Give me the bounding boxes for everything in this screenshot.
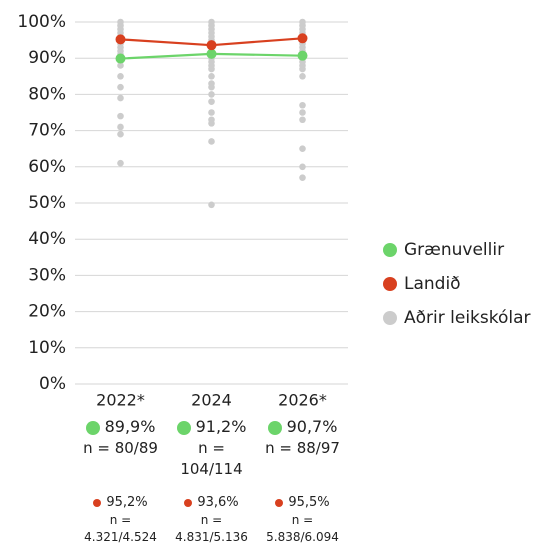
scatter-point bbox=[208, 138, 215, 145]
y-tick-label: 10% bbox=[28, 338, 66, 358]
value-block: 90,7% n = 88/97 bbox=[257, 416, 349, 459]
legend-marker bbox=[383, 311, 397, 325]
scatter-point bbox=[299, 101, 306, 109]
value-block: 91,2% n = 104/114 bbox=[166, 416, 258, 480]
y-tick-label: 100% bbox=[17, 12, 66, 32]
y-tick-label: 70% bbox=[28, 121, 66, 141]
scatter-point bbox=[299, 73, 306, 80]
line-marker bbox=[115, 53, 126, 64]
y-tick-label: 30% bbox=[28, 265, 66, 285]
y-tick-label: 90% bbox=[28, 48, 66, 68]
value-dot bbox=[267, 420, 282, 435]
y-tick-label: 50% bbox=[28, 193, 66, 213]
value-block: 95,5% n = 5.838/6.094 bbox=[257, 494, 349, 546]
value-block: 93,6% n = 4.831/5.136 bbox=[166, 494, 258, 546]
scatter-point bbox=[299, 65, 306, 73]
sample-size: n = 80/89 bbox=[83, 439, 158, 458]
sample-size: n = 88/97 bbox=[265, 439, 340, 458]
line-marker bbox=[115, 34, 126, 45]
value-line: 91,2% bbox=[166, 416, 258, 438]
value-dot bbox=[275, 498, 284, 507]
scatter-point bbox=[208, 65, 215, 73]
legend-marker bbox=[383, 277, 397, 291]
line-marker bbox=[297, 50, 308, 61]
value-line: 93,6% bbox=[166, 494, 258, 512]
scatter-point bbox=[299, 145, 306, 152]
x-tick-label: 2024 bbox=[191, 391, 232, 410]
value-line: 90,7% bbox=[257, 416, 349, 438]
x-tick-label: 2022* bbox=[96, 391, 145, 410]
value-block: 89,9% n = 80/89 bbox=[75, 416, 167, 459]
scatter-point bbox=[117, 112, 124, 120]
legend-label: Grænuvellir bbox=[404, 240, 504, 260]
scatter-point bbox=[299, 163, 306, 171]
value-line: 95,2% bbox=[75, 494, 167, 512]
sample-size: n = 5.838/6.094 bbox=[266, 513, 339, 544]
value-line: 95,5% bbox=[257, 494, 349, 512]
scatter-point bbox=[208, 98, 215, 105]
line-marker bbox=[206, 40, 217, 51]
scatter-point bbox=[117, 159, 124, 167]
x-tick-label: 2026* bbox=[278, 391, 327, 410]
y-tick-label: 40% bbox=[28, 229, 66, 249]
scatter-point bbox=[117, 73, 124, 80]
scatter-point bbox=[208, 201, 215, 209]
scatter-point bbox=[117, 94, 124, 102]
scatter-point bbox=[208, 120, 215, 127]
scatter-point bbox=[208, 83, 215, 91]
value-dot bbox=[176, 420, 191, 435]
value-dot bbox=[85, 420, 100, 435]
line-marker bbox=[297, 33, 308, 44]
value-label: 93,6% bbox=[197, 495, 239, 510]
value-dot bbox=[93, 498, 102, 507]
sample-size: n = 4.831/5.136 bbox=[175, 513, 248, 544]
sample-size: n = 104/114 bbox=[180, 439, 243, 479]
scatter-point bbox=[208, 73, 215, 80]
value-label: 90,7% bbox=[286, 417, 338, 436]
value-label: 95,2% bbox=[106, 495, 148, 510]
value-block: 95,2% n = 4.321/4.524 bbox=[75, 494, 167, 546]
scatter-point bbox=[117, 83, 124, 91]
scatter-point bbox=[117, 123, 124, 131]
scatter-point bbox=[299, 109, 306, 116]
legend-label: Aðrir leikskólar bbox=[404, 308, 531, 328]
value-label: 89,9% bbox=[104, 417, 156, 436]
y-tick-label: 20% bbox=[28, 302, 66, 322]
sample-size: n = 4.321/4.524 bbox=[84, 513, 157, 544]
scatter-point bbox=[117, 62, 124, 69]
scatter-point bbox=[117, 130, 124, 138]
value-label: 95,5% bbox=[288, 495, 330, 510]
line-marker bbox=[206, 48, 217, 59]
value-line: 89,9% bbox=[75, 416, 167, 438]
scatter-point bbox=[208, 109, 215, 116]
y-tick-label: 0% bbox=[39, 374, 66, 394]
legend-label: Landið bbox=[404, 274, 461, 294]
value-label: 91,2% bbox=[195, 417, 247, 436]
value-dot bbox=[184, 498, 193, 507]
legend-marker bbox=[383, 243, 397, 257]
y-tick-label: 80% bbox=[28, 84, 66, 104]
scatter-point bbox=[299, 174, 306, 181]
scatter-point bbox=[299, 116, 306, 124]
y-tick-label: 60% bbox=[28, 157, 66, 177]
scatter-point bbox=[208, 91, 215, 98]
